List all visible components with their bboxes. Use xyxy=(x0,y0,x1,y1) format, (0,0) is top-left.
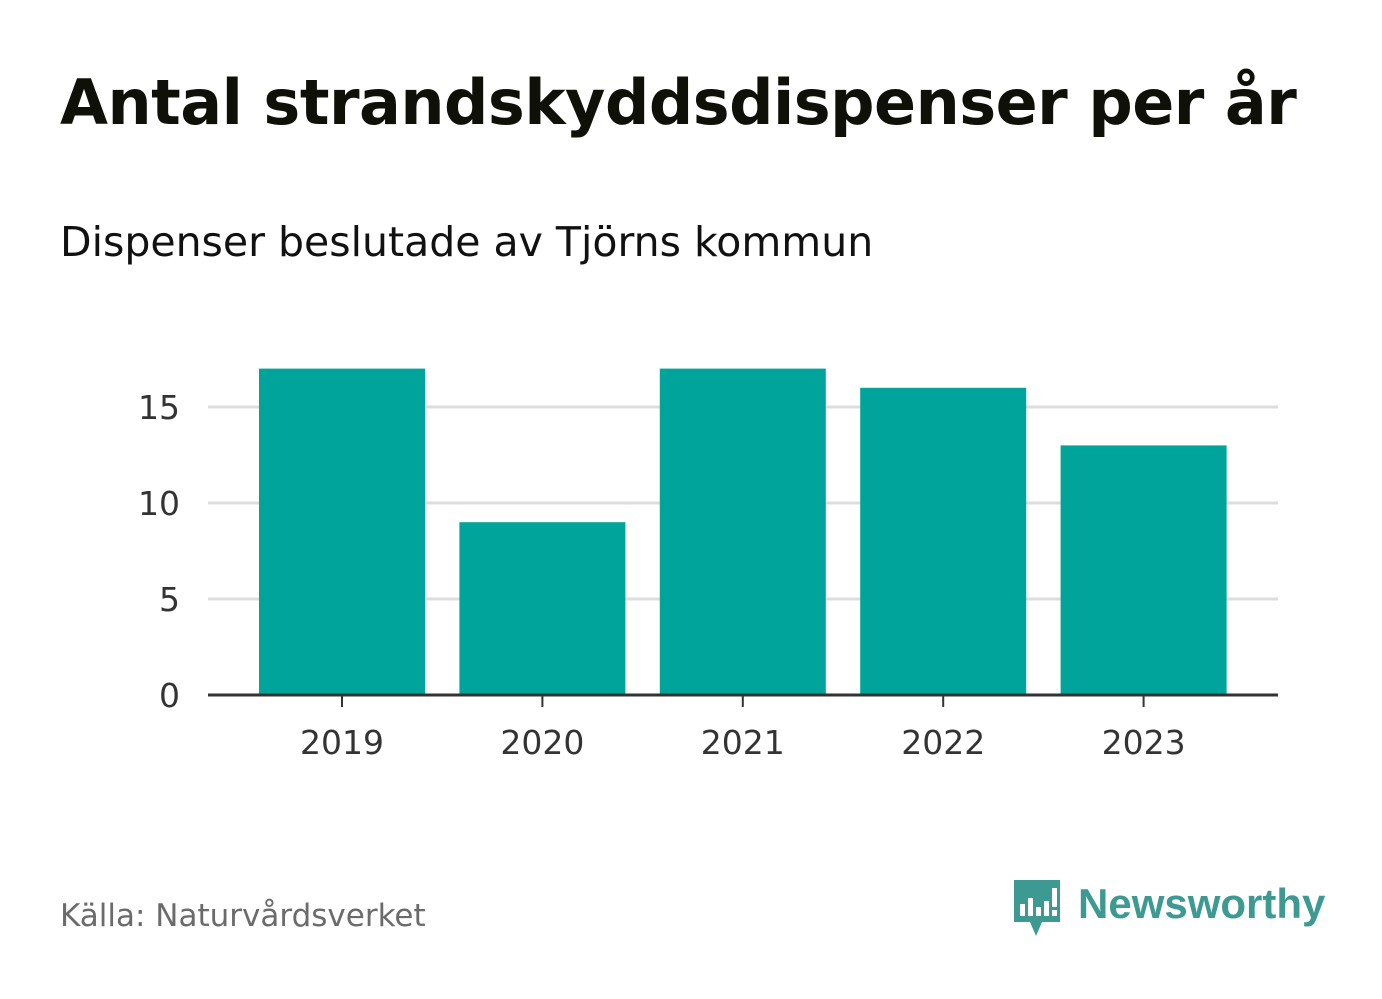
y-tick-label-5: 5 xyxy=(159,580,180,619)
x-tick-label-2023: 2023 xyxy=(1102,723,1186,762)
newsworthy-logo-icon xyxy=(1014,880,1060,936)
tick-labels: 0 5 10 15 2019 2020 2021 2022 2023 xyxy=(138,388,1186,762)
source-note: Källa: Naturvårdsverket xyxy=(60,898,426,934)
x-tick-label-2021: 2021 xyxy=(701,723,785,762)
y-tick-label-0: 0 xyxy=(159,676,180,715)
axes xyxy=(208,693,1278,707)
bar-2021 xyxy=(659,368,826,695)
chart-subtitle: Dispenser beslutade av Tjörns kommun xyxy=(60,218,874,266)
x-tick-label-2022: 2022 xyxy=(901,723,985,762)
chart-title: Antal strandskyddsdispenser per år xyxy=(60,66,1297,139)
bars xyxy=(259,368,1227,695)
bar-2020 xyxy=(459,522,626,695)
x-tick-label-2020: 2020 xyxy=(500,723,584,762)
x-tick-label-2019: 2019 xyxy=(300,723,384,762)
y-tick-label-10: 10 xyxy=(138,484,180,523)
bar-2019 xyxy=(259,368,425,695)
y-tick-label-15: 15 xyxy=(138,388,180,427)
bar-2022 xyxy=(860,387,1027,695)
bar-2023 xyxy=(1060,445,1227,695)
brand-logo: Newsworthy xyxy=(1012,878,1325,942)
brand-name: Newsworthy xyxy=(1078,880,1326,927)
